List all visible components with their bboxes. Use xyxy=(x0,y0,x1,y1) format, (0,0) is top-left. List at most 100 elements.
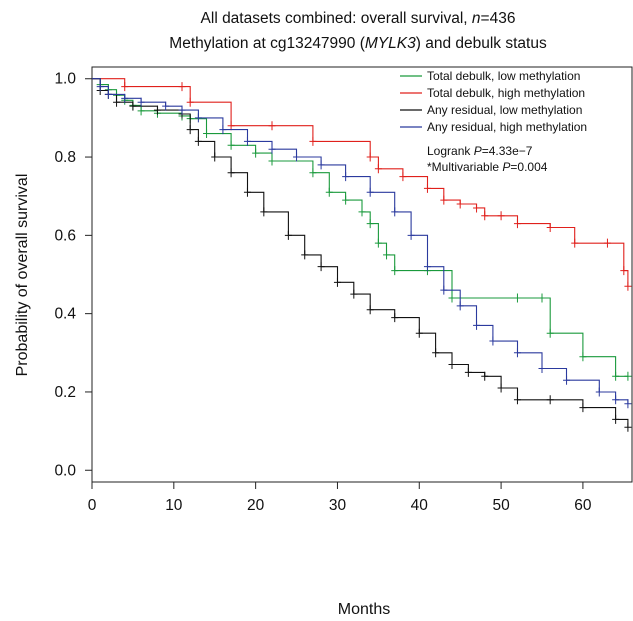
chart-title-line1: All datasets combined: overall survival,… xyxy=(201,10,516,27)
censor-mark xyxy=(624,399,632,409)
censor-mark xyxy=(612,395,620,405)
censor-mark xyxy=(603,238,611,248)
censor-mark xyxy=(309,168,317,178)
censor-mark xyxy=(391,207,399,217)
x-tick-label: 40 xyxy=(411,497,429,514)
survival-curves xyxy=(92,78,632,432)
legend-item: Any residual, high methylation xyxy=(400,120,587,134)
censor-mark xyxy=(317,262,325,272)
censor-mark xyxy=(456,199,464,209)
legend-label: Any residual, high methylation xyxy=(427,120,587,134)
censor-mark xyxy=(301,250,309,260)
censor-mark xyxy=(268,156,276,166)
y-axis-label: Probability of overall survival xyxy=(14,174,31,377)
censor-mark xyxy=(497,383,505,393)
censor-mark xyxy=(366,219,374,229)
censor-mark xyxy=(513,293,521,303)
censor-mark xyxy=(104,89,112,99)
censor-mark xyxy=(563,375,571,385)
censor-mark xyxy=(260,207,268,217)
censor-mark xyxy=(407,230,415,240)
series-line xyxy=(92,78,629,287)
censor-mark xyxy=(440,285,448,295)
censor-mark xyxy=(481,211,489,221)
chart-title-line2: Methylation at cg13247990 (MYLK3) and de… xyxy=(169,35,547,52)
censor-mark xyxy=(423,262,431,272)
logrank-stat: Logrank P=4.33e−7 xyxy=(427,144,533,158)
y-tick-label: 0.2 xyxy=(54,384,76,401)
legend-item: Any residual, low methylation xyxy=(400,103,582,117)
censor-mark xyxy=(153,105,161,115)
x-tick-label: 50 xyxy=(492,497,510,514)
censor-mark xyxy=(129,101,137,111)
censor-mark xyxy=(203,129,211,139)
censor-mark xyxy=(612,371,620,381)
censor-mark xyxy=(415,328,423,338)
series-2 xyxy=(92,78,632,291)
censor-mark xyxy=(513,348,521,358)
censor-mark xyxy=(162,101,170,111)
censor-mark xyxy=(473,203,481,213)
censor-mark xyxy=(546,223,554,233)
censor-mark xyxy=(137,106,145,116)
multivariable-stat: *Multivariable P=0.004 xyxy=(427,160,548,174)
legend-label: Total debulk, high methylation xyxy=(427,86,585,100)
censor-mark xyxy=(374,164,382,174)
censor-mark xyxy=(178,82,186,92)
censor-mark xyxy=(473,320,481,330)
y-tick-label: 0.4 xyxy=(54,306,76,323)
censor-mark xyxy=(342,195,350,205)
censor-mark xyxy=(219,125,227,135)
x-tick-label: 60 xyxy=(574,497,592,514)
censor-mark xyxy=(571,238,579,248)
legend: Total debulk, low methylation Total debul… xyxy=(400,69,587,134)
censor-mark xyxy=(366,152,374,162)
censor-mark xyxy=(497,211,505,221)
censor-mark xyxy=(227,168,235,178)
censor-mark xyxy=(513,219,521,229)
censor-mark xyxy=(464,367,472,377)
censor-mark xyxy=(620,266,628,276)
censor-mark xyxy=(350,289,358,299)
x-axis-label: Months xyxy=(338,601,390,618)
censor-mark xyxy=(186,125,194,135)
censor-mark xyxy=(227,121,235,131)
censor-mark xyxy=(366,187,374,197)
censor-mark xyxy=(211,152,219,162)
censor-mark xyxy=(284,230,292,240)
censor-mark xyxy=(432,348,440,358)
censor-mark xyxy=(186,97,194,107)
y-tick-label: 0.6 xyxy=(54,227,76,244)
censor-mark xyxy=(546,395,554,405)
censor-mark xyxy=(309,136,317,146)
legend-label: Any residual, low methylation xyxy=(427,103,582,117)
censor-mark xyxy=(243,187,251,197)
legend-item: Total debulk, low methylation xyxy=(400,69,580,83)
censor-mark xyxy=(252,148,260,158)
censor-mark xyxy=(358,207,366,217)
censor-mark xyxy=(546,328,554,338)
censor-mark xyxy=(579,403,587,413)
legend-item: Total debulk, high methylation xyxy=(400,86,585,100)
censor-mark xyxy=(194,136,202,146)
censor-mark xyxy=(268,121,276,131)
censor-mark xyxy=(538,363,546,373)
censor-mark xyxy=(325,187,333,197)
censor-mark xyxy=(489,336,497,346)
plot-frame xyxy=(91,66,633,483)
censor-mark xyxy=(391,266,399,276)
censor-mark xyxy=(317,160,325,170)
censor-mark xyxy=(383,250,391,260)
censor-mark xyxy=(448,360,456,370)
censor-mark xyxy=(513,395,521,405)
y-tick-label: 0.0 xyxy=(54,462,76,479)
censor-mark xyxy=(391,313,399,323)
censor-mark xyxy=(624,371,632,381)
censor-mark xyxy=(243,136,251,146)
y-tick-label: 1.0 xyxy=(54,71,76,88)
censor-mark xyxy=(440,195,448,205)
censor-mark xyxy=(538,293,546,303)
censor-mark xyxy=(137,97,145,107)
